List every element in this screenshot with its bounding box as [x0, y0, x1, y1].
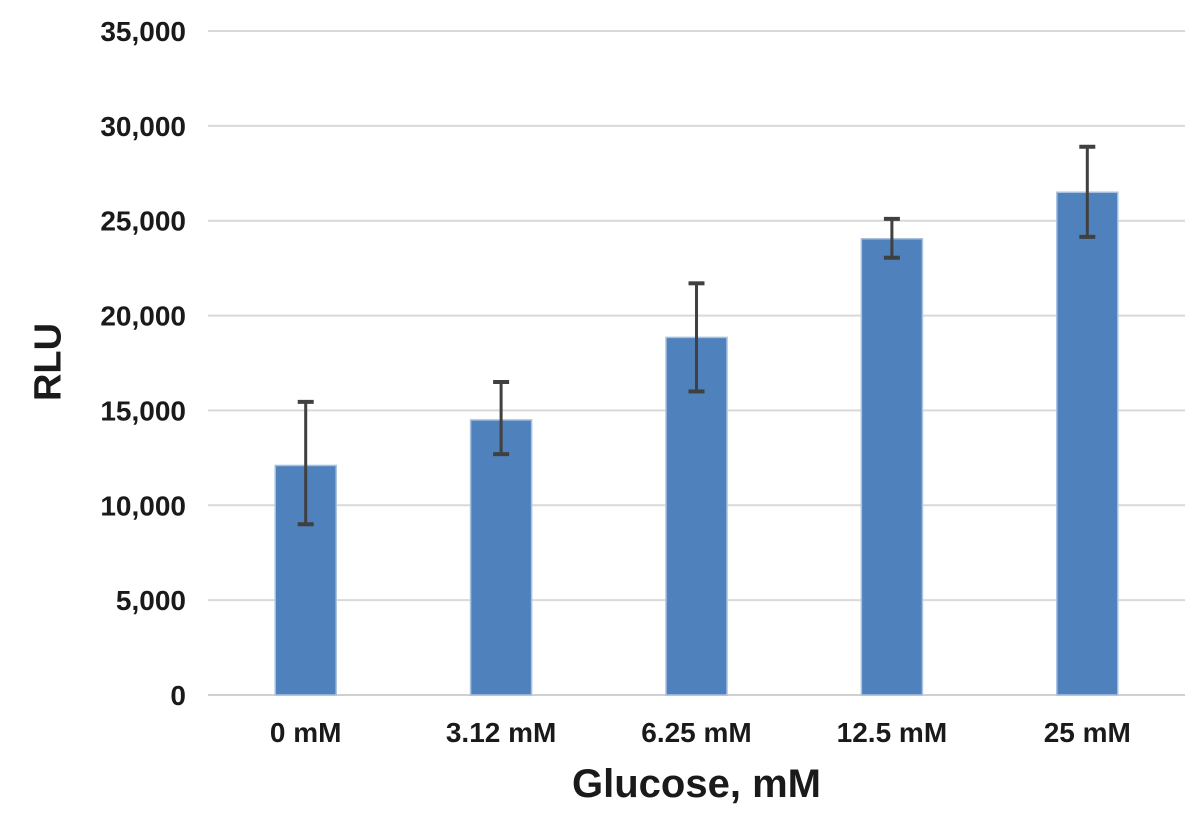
x-tick-label: 6.25 mM: [641, 717, 752, 748]
error-bar: [1079, 144, 1096, 239]
error-bar: [688, 281, 705, 394]
y-axis-title: RLU: [27, 322, 70, 402]
bar: [1056, 191, 1119, 696]
bar: [469, 419, 533, 696]
x-tick-label: 12.5 mM: [837, 717, 948, 748]
error-bar: [883, 216, 900, 260]
bar: [860, 237, 924, 696]
bar: [665, 336, 728, 696]
x-tick-label: 0 mM: [270, 717, 342, 748]
y-tick-label: 20,000: [100, 301, 186, 332]
y-tick-label: 30,000: [100, 111, 186, 142]
x-tick-label: 25 mM: [1044, 717, 1131, 748]
y-tick-label: 35,000: [100, 16, 186, 47]
x-axis-title: Glucose, mM: [572, 762, 821, 806]
y-tick-label: 15,000: [100, 395, 186, 426]
error-bar: [493, 379, 510, 457]
x-tick-label: 3.12 mM: [446, 717, 557, 748]
y-tick-label: 25,000: [100, 206, 186, 237]
error-bar: [297, 399, 314, 527]
y-tick-label: 0: [170, 680, 186, 711]
y-tick-label: 5,000: [116, 585, 186, 616]
y-tick-label: 10,000: [100, 490, 186, 521]
